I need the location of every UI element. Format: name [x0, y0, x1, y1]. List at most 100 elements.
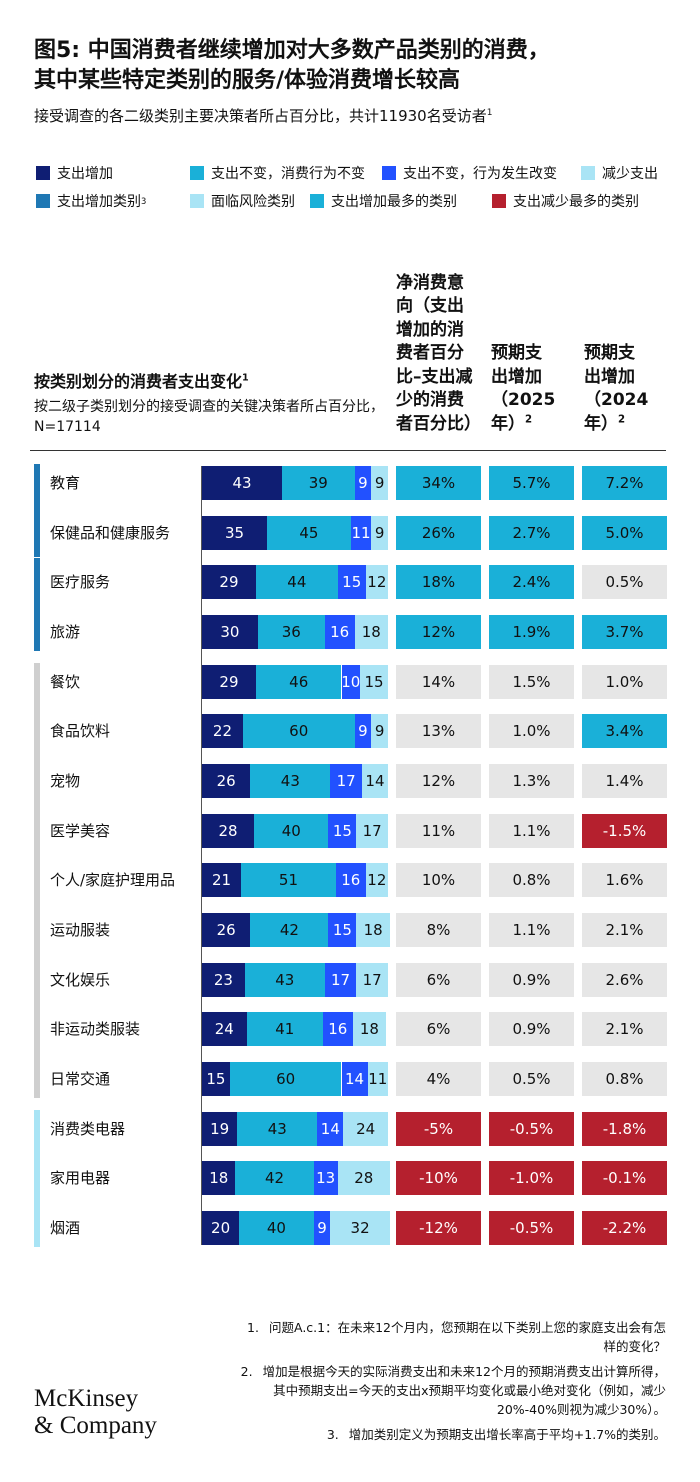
- bar-label: 26: [216, 772, 236, 791]
- legend-swatch: [581, 166, 595, 180]
- bar-segment: 22: [202, 714, 243, 749]
- value-cell: 1.0%: [582, 664, 667, 699]
- group-bar: [34, 1153, 40, 1204]
- footnote-text: 增加类别定义为预期支出增长率高于平均+1.7%的类别。: [348, 1427, 666, 1442]
- bar-label: 24: [214, 1020, 234, 1039]
- cell-text: 3.7%: [605, 623, 644, 641]
- value-cell: -5%: [396, 1111, 481, 1146]
- bar-label: 9: [374, 523, 385, 542]
- cell-text: 2.4%: [512, 573, 551, 592]
- bar-segment: 15: [328, 813, 357, 848]
- bar-segment: 23: [202, 962, 245, 997]
- bar-label: 15: [332, 921, 352, 940]
- title-line: 其中某些特定类别的服务/体验消费增长较高: [34, 68, 461, 93]
- footnote-text: 问题A.c.1：在未来12个月内，您预期在以下类别上您的家庭支出会有怎样的变化？: [268, 1320, 666, 1354]
- cell-text: -5%: [423, 1119, 454, 1138]
- bar-segment: 18: [352, 1012, 387, 1047]
- title-line: 图5: 中国消费者继续增加对大多数产品类别的消费，: [34, 38, 550, 63]
- bar-label: 14: [344, 1070, 365, 1089]
- bar-label: 16: [330, 623, 350, 641]
- bar-segment: 14: [317, 1111, 344, 1146]
- legend-label: 支出增加类别: [57, 194, 141, 210]
- bar-label: 43: [280, 772, 300, 791]
- bar-label: 39: [308, 474, 328, 492]
- category-label: 烟酒: [50, 1219, 81, 1238]
- value-cell: 1.5%: [489, 664, 574, 699]
- cell-text: -1.8%: [602, 1119, 647, 1138]
- cell-text: 26%: [421, 523, 456, 542]
- value-cell: 3.7%: [582, 615, 667, 649]
- bar-label: 17: [362, 970, 382, 989]
- value-cell: 2.4%: [489, 565, 574, 600]
- cell-text: 1.0%: [605, 672, 644, 691]
- bar-segment: 14: [361, 764, 388, 799]
- value-cell: -0.1%: [582, 1161, 667, 1196]
- note: 1: [242, 372, 249, 384]
- cell-text: 12%: [421, 772, 456, 791]
- bar-segment: 18: [354, 615, 388, 649]
- group-bar: [34, 1203, 40, 1247]
- category-label: 医疗服务: [50, 573, 111, 592]
- bar-segment: 43: [202, 466, 282, 500]
- cell-text: 5.7%: [512, 474, 551, 492]
- legend-swatch: [190, 166, 204, 180]
- bar-segment: 9: [371, 515, 388, 550]
- legend-label: 支出减少最多的类别: [513, 194, 639, 210]
- bar-segment: 29: [202, 565, 256, 600]
- bar-segment: 9: [371, 466, 388, 500]
- bar-segment: 14: [341, 1062, 368, 1097]
- cell-text: 13%: [421, 722, 456, 741]
- value-cell: 26%: [396, 515, 481, 550]
- cell-text: 3.4%: [605, 722, 644, 741]
- group-bar: [34, 805, 40, 856]
- bar-segment: 16: [335, 863, 366, 898]
- legend-label: 支出增加最多的类别: [331, 194, 457, 210]
- bar-label: 18: [361, 623, 381, 641]
- cell-text: -0.5%: [509, 1119, 554, 1138]
- cell-text: -0.5%: [509, 1219, 554, 1238]
- value-cell: 0.5%: [489, 1062, 574, 1097]
- legend-swatch: [492, 194, 506, 208]
- value-cell: 6%: [396, 962, 481, 997]
- bar-label: 28: [354, 1169, 374, 1188]
- category-label: 文化娱乐: [50, 970, 111, 989]
- cell-text: 1.0%: [512, 722, 551, 741]
- bar-segment: 24: [202, 1012, 247, 1047]
- note: 2: [618, 413, 626, 425]
- value-cell: 34%: [396, 466, 481, 500]
- bar-label: 9: [317, 1219, 327, 1238]
- cell-text: 0.9%: [512, 970, 551, 989]
- column-header-text: 净消费意向（支出增加的消费者百分比–支出减少的消费者百分比）: [396, 272, 481, 434]
- legend-item: 支出增加类别 3: [36, 192, 146, 210]
- bar-label: 15: [206, 1070, 226, 1089]
- bar-label: 13: [316, 1169, 336, 1188]
- value-cell: 4%: [396, 1062, 481, 1097]
- bar-segment: 9: [313, 1211, 331, 1246]
- value-cell: -1.5%: [582, 813, 667, 848]
- cell-text: 1.6%: [605, 871, 644, 890]
- value-cell: 11%: [396, 813, 481, 848]
- bar-segment: 40: [254, 813, 329, 848]
- bar-segment: 11: [350, 515, 372, 550]
- value-cell: 12%: [396, 615, 481, 649]
- bar-label: 60: [276, 1070, 296, 1089]
- bar-label: 11: [351, 523, 371, 542]
- legend-item: 减少支出: [581, 164, 658, 182]
- group-bar: [34, 557, 40, 608]
- bar-label: 40: [266, 1219, 286, 1238]
- bar-segment: 29: [202, 664, 256, 699]
- bar-label: 12: [367, 871, 387, 890]
- group-bar: [34, 756, 40, 806]
- bar-segment: 26: [202, 764, 251, 799]
- bar-segment: 17: [356, 813, 388, 848]
- cell-text: 4%: [426, 1070, 451, 1089]
- cell-text: 2.1%: [605, 921, 644, 940]
- bar-label: 17: [331, 970, 351, 989]
- bar-segment: 30: [202, 615, 258, 649]
- value-cell: 5.0%: [582, 515, 667, 550]
- bar-label: 29: [219, 672, 239, 691]
- legend-item: 支出减少最多的类别: [492, 192, 639, 210]
- bar-segment: 42: [235, 1161, 314, 1196]
- legend-label: 支出不变，行为发生改变: [403, 166, 557, 182]
- cell-text: -1.0%: [509, 1169, 554, 1188]
